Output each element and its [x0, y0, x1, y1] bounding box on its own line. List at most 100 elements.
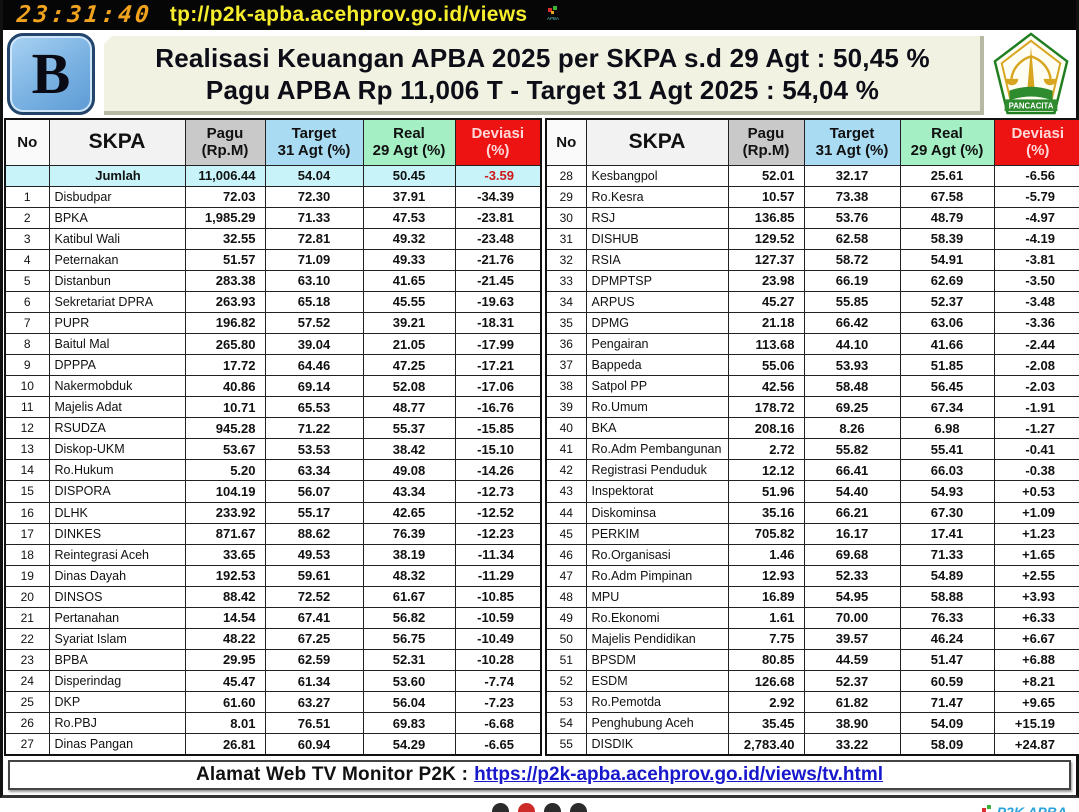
real-value: 67.30	[899, 501, 995, 524]
target-value: 8.26	[803, 417, 901, 440]
real-value: 49.32	[362, 227, 456, 250]
row-no: 27	[4, 733, 50, 756]
column-header-pagu: Pagu (Rp.M)	[184, 118, 266, 166]
table-row: 52 ESDM 126.68 52.37 60.59 +8.21	[545, 669, 1079, 693]
skpa-name: ARPUS	[585, 290, 729, 313]
bpka-b-logo: B	[7, 33, 95, 115]
deviasi-value: -12.52	[454, 501, 542, 524]
deviasi-value: +2.55	[993, 564, 1079, 587]
table-row: 21 Pertanahan 14.54 67.41 56.82 -10.59	[4, 606, 542, 629]
carousel-dot-2[interactable]	[544, 803, 561, 812]
pagu-value: 136.85	[727, 206, 805, 229]
table-row: 53 Ro.Pemotda 2.92 61.82 71.47 +9.65	[545, 691, 1079, 714]
skpa-name: Inspektorat	[585, 480, 729, 503]
row-no: 35	[545, 311, 587, 335]
target-value: 67.25	[264, 627, 364, 650]
skpa-name: Kesbangpol	[585, 164, 729, 187]
skpa-name: Satpol PP	[585, 375, 729, 398]
table-row: 2 BPKA 1,985.29 71.33 47.53 -23.81	[4, 206, 542, 229]
table-row: 48 MPU 16.89 54.95 58.88 +3.93	[545, 585, 1079, 608]
row-no: 31	[545, 227, 587, 250]
pagu-value: 196.82	[184, 311, 266, 335]
target-value: 55.85	[803, 290, 901, 313]
real-value: 76.33	[899, 606, 995, 629]
skpa-table-right: No SKPA Pagu (Rp.M) Target 31 Agt (%) Real 29 A…	[545, 118, 1079, 756]
real-value: 54.29	[362, 733, 456, 756]
carousel-dot-0[interactable]	[492, 803, 509, 812]
carousel-dots	[0, 803, 1079, 812]
real-value: 21.05	[362, 332, 456, 356]
below-frame: P2K APBA	[0, 798, 1079, 812]
table-row: 44 Diskominsa 35.16 66.21 67.30 +1.09	[545, 501, 1079, 524]
svg-text:APBA: APBA	[547, 16, 559, 21]
real-value: 56.04	[362, 691, 456, 714]
row-no: 15	[4, 480, 50, 503]
real-value: 54.93	[899, 480, 995, 503]
target-value: 66.42	[803, 311, 901, 335]
table-row: 47 Ro.Adm Pimpinan 12.93 52.33 54.89 +2.55	[545, 564, 1079, 587]
table-row: 30 RSJ 136.85 53.76 48.79 -4.97	[545, 206, 1079, 229]
pagu-value: 10.57	[727, 185, 805, 208]
skpa-name: Ro.Kesra	[585, 185, 729, 208]
table-row: 55 DISDIK 2,783.40 33.22 58.09 +24.87	[545, 733, 1079, 756]
real-value: 53.60	[362, 669, 456, 693]
real-value: 52.31	[362, 648, 456, 672]
row-no: 50	[545, 627, 587, 650]
target-value: 72.30	[264, 185, 364, 208]
table-row: 40 BKA 208.16 8.26 6.98 -1.27	[545, 417, 1079, 440]
real-value: 47.53	[362, 206, 456, 229]
target-value: 63.10	[264, 269, 364, 292]
pagu-value: 2.92	[727, 691, 805, 714]
carousel-dot-3[interactable]	[570, 803, 587, 812]
skpa-name: Ro.Organisasi	[585, 543, 729, 566]
target-value: 38.90	[803, 712, 901, 735]
table-row: 3 Katibul Wali 32.55 72.81 49.32 -23.48	[4, 227, 542, 250]
deviasi-value: +15.19	[993, 712, 1079, 735]
real-value: 71.33	[899, 543, 995, 566]
carousel-dot-1[interactable]	[518, 803, 535, 812]
skpa-name: Disbudpar	[48, 185, 186, 208]
skpa-name: Majelis Pendidikan	[585, 627, 729, 650]
skpa-name: Distanbun	[48, 269, 186, 292]
deviasi-value: +8.21	[993, 669, 1079, 693]
target-value: 64.46	[264, 354, 364, 377]
deviasi-value: -12.73	[454, 480, 542, 503]
tv-monitor-link[interactable]: https://p2k-apba.acehprov.go.id/views/tv…	[474, 764, 884, 785]
target-value: 57.52	[264, 311, 364, 335]
skpa-name: Majelis Adat	[48, 396, 186, 419]
row-no: 34	[545, 290, 587, 313]
deviasi-value: -0.41	[993, 438, 1079, 461]
table-row: 31 DISHUB 129.52 62.58 58.39 -4.19	[545, 227, 1079, 250]
row-no: 22	[4, 627, 50, 650]
target-value: 73.38	[803, 185, 901, 208]
skpa-name: Registrasi Penduduk	[585, 459, 729, 482]
pagu-value: 192.53	[184, 564, 266, 587]
table-row: 8 Baitul Mal 265.80 39.04 21.05 -17.99	[4, 332, 542, 356]
row-no: 19	[4, 564, 50, 587]
pagu-value: 1.61	[727, 606, 805, 629]
pagu-value: 17.72	[184, 354, 266, 377]
pagu-value: 265.80	[184, 332, 266, 356]
deviasi-value: -2.08	[993, 354, 1079, 377]
table-row: 37 Bappeda 55.06 53.93 51.85 -2.08	[545, 354, 1079, 377]
pagu-value: 55.06	[727, 354, 805, 377]
target-value: 76.51	[264, 712, 364, 735]
target-value: 71.09	[264, 248, 364, 271]
real-value: 55.37	[362, 417, 456, 440]
pagu-value: 8.01	[184, 712, 266, 735]
skpa-name: Syariat Islam	[48, 627, 186, 650]
pagu-value: 32.55	[184, 227, 266, 250]
table-row: 18 Reintegrasi Aceh 33.65 49.53 38.19 -11.34	[4, 543, 542, 566]
deviasi-value: -3.50	[993, 269, 1079, 292]
real-value: 50.45	[362, 164, 456, 187]
row-no: 42	[545, 459, 587, 482]
column-header-skpa: SKPA	[48, 118, 186, 166]
row-no: 10	[4, 375, 50, 398]
pagu-value: 127.37	[727, 248, 805, 271]
target-value: 33.22	[803, 733, 901, 756]
digital-clock: 23:31:40	[15, 2, 154, 28]
table-row: 15 DISPORA 104.19 56.07 43.34 -12.73	[4, 480, 542, 503]
skpa-name: DPMPTSP	[585, 269, 729, 292]
real-value: 58.09	[899, 733, 995, 756]
address-url[interactable]: tp://p2k-apba.acehprov.go.id/views	[169, 3, 528, 26]
